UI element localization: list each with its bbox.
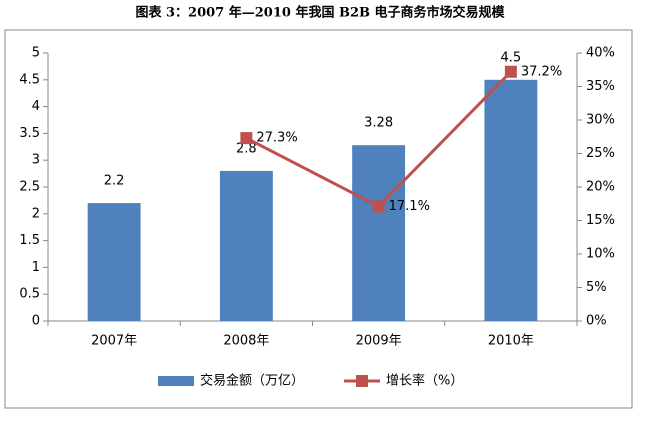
y-tick-label: 4 xyxy=(32,99,40,114)
y2-tick-label: 20% xyxy=(586,180,615,195)
line-label: 17.1% xyxy=(389,199,430,214)
bar-label: 4.5 xyxy=(501,50,522,65)
y-tick-label: 0 xyxy=(32,314,40,329)
y2-tick-label: 15% xyxy=(586,213,615,228)
x-tick-label: 2009年 xyxy=(356,334,402,349)
y-tick-label: 3 xyxy=(32,153,40,168)
y-tick-label: 3.5 xyxy=(19,126,40,141)
y2-tick-label: 0% xyxy=(586,314,607,329)
line-label: 27.3% xyxy=(256,131,297,146)
line-marker xyxy=(372,200,385,213)
y-tick-label: 2 xyxy=(32,206,40,221)
bar-label: 2.8 xyxy=(236,141,257,156)
line-marker xyxy=(240,132,253,145)
y-tick-label: 0.5 xyxy=(19,287,40,302)
y-tick-label: 1.5 xyxy=(19,233,40,248)
y-tick-label: 2.5 xyxy=(19,180,40,195)
bar xyxy=(352,145,406,321)
x-tick-label: 2008年 xyxy=(223,334,269,349)
bar-label: 2.2 xyxy=(104,174,125,189)
y2-tick-label: 5% xyxy=(586,280,607,295)
y-tick-label: 4.5 xyxy=(19,72,40,87)
y2-tick-label: 40% xyxy=(586,46,615,61)
x-tick-label: 2007年 xyxy=(91,334,137,349)
bar xyxy=(484,79,538,321)
line-label: 37.2% xyxy=(521,64,562,79)
bar-label: 3.28 xyxy=(364,116,393,131)
legend-label: 交易金额（万亿） xyxy=(200,373,304,389)
chart-title: 图表 3：2007 年—2010 年我国 B2B 电子商务市场交易规模 xyxy=(135,5,505,21)
legend-swatch xyxy=(356,375,369,387)
y-tick-label: 5 xyxy=(32,46,40,61)
line-marker xyxy=(504,65,517,78)
y2-tick-label: 10% xyxy=(586,247,615,262)
bar xyxy=(87,203,141,321)
y-tick-label: 1 xyxy=(32,260,40,275)
legend-swatch xyxy=(158,376,194,386)
bar xyxy=(219,170,273,321)
y2-tick-label: 35% xyxy=(586,79,615,94)
y2-tick-label: 30% xyxy=(586,113,615,128)
x-tick-label: 2010年 xyxy=(488,334,534,349)
y2-tick-label: 25% xyxy=(586,146,615,161)
legend-label: 增长率（%） xyxy=(386,373,463,389)
